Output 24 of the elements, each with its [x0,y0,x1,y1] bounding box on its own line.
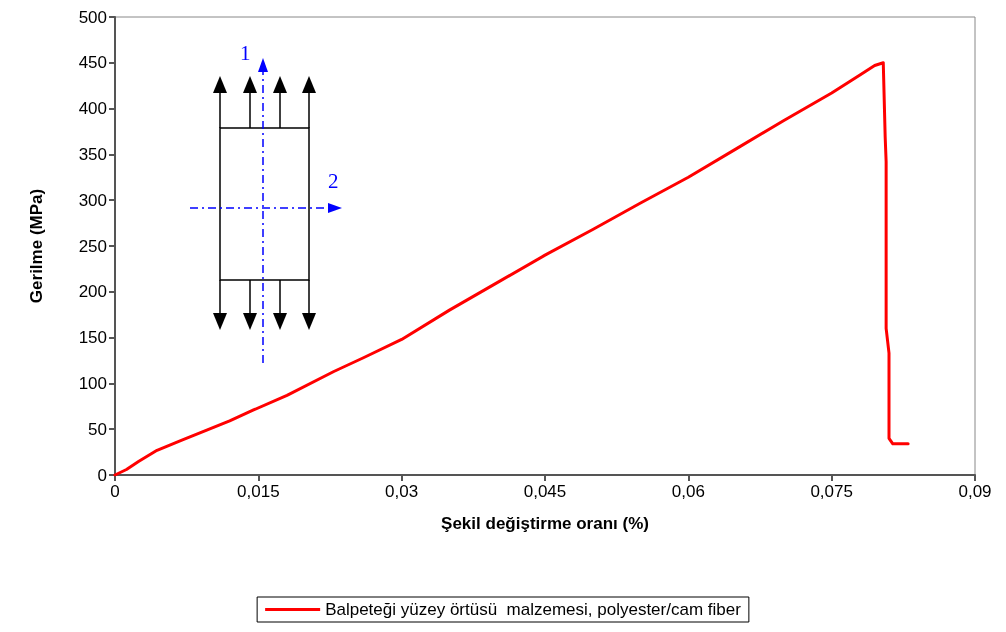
x-tick-label: 0,06 [671,482,705,501]
y-tick-label: 0 [97,465,107,485]
line-series [113,61,910,477]
y-tick-label: 100 [78,373,107,393]
annotation: 1 [240,41,251,65]
x-tick-label: 0 [110,482,120,501]
x-tick-label: 0,03 [385,482,419,501]
y-tick-label: 250 [78,236,107,256]
y-tick-label: 450 [78,53,107,73]
y-tick-label: 500 [78,7,107,27]
y-tick-label: 200 [78,282,107,302]
y-tick-label: 400 [78,99,107,119]
annotation: 2 [328,169,339,193]
y-tick-label: 300 [78,190,107,210]
x-tick-label: 0,045 [523,482,567,501]
x-tick-label: 0,015 [237,482,280,501]
legend-label: Balpeteği yüzey örtüsü malzemesi, polyester/cam fiber [325,600,742,619]
x-tick-label: 0,075 [810,482,853,501]
x-axis-title: Şekil değiştirme oranı (%) [441,514,649,533]
y-axis-title: Gerilme (MPa) [27,188,46,304]
y-tick-label: 150 [78,328,107,348]
y-tick-label: 50 [88,419,107,439]
x-tick-label: 0,09 [958,482,992,501]
y-tick-label: 350 [78,144,107,164]
